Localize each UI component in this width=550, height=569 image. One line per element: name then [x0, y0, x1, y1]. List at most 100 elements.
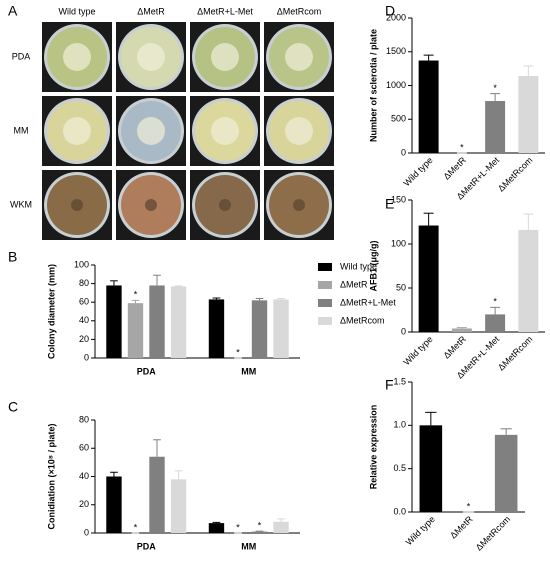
- significance: *: [236, 347, 240, 357]
- colony-center: [63, 43, 91, 71]
- legend-label: ΔMetR+L-Met: [340, 297, 396, 307]
- bar: [485, 314, 506, 332]
- y-tick-label: 0: [84, 352, 89, 362]
- column-header: Wild type: [58, 6, 95, 16]
- y-axis-title: AFB1 (μg/g): [368, 240, 378, 291]
- bar: [170, 286, 187, 358]
- legend-label: ΔMetR: [340, 279, 368, 289]
- panel-label: C: [8, 399, 18, 415]
- y-tick-label: 100: [391, 238, 406, 248]
- y-axis-title: Number of sclerotia / plate: [368, 29, 378, 142]
- panel-label: B: [8, 249, 17, 265]
- y-tick-label: 1500: [386, 46, 406, 56]
- colony-center: [71, 199, 83, 211]
- colony-center: [137, 117, 165, 145]
- colony-center: [211, 43, 239, 71]
- colony-center: [219, 199, 231, 211]
- y-tick-label: 20: [79, 499, 89, 509]
- colony-center: [137, 43, 165, 71]
- legend-swatch: [318, 299, 332, 307]
- bar: [149, 285, 165, 358]
- bar: [273, 299, 289, 358]
- y-tick-label: 1.5: [393, 376, 406, 386]
- x-tick-label: Wild type: [401, 155, 434, 188]
- x-tick-label: ΔMetR: [441, 334, 468, 361]
- y-axis-title: Conidiation (×10⁸ / plate): [46, 423, 56, 529]
- x-tick-label: Wild type: [404, 514, 437, 547]
- bar: [485, 101, 506, 153]
- legend-label: ΔMetRcom: [340, 315, 385, 325]
- y-tick-label: 20: [79, 334, 89, 344]
- y-tick-label: 0.0: [393, 506, 406, 516]
- significance: *: [493, 83, 497, 93]
- y-tick-label: 0: [84, 527, 89, 537]
- colony-center: [285, 43, 313, 71]
- bar: [149, 456, 165, 533]
- panel-label: E: [385, 196, 394, 212]
- y-tick-label: 100: [74, 259, 89, 269]
- bar: [518, 76, 539, 153]
- legend-swatch: [318, 317, 332, 325]
- bar: [208, 299, 225, 358]
- panel-label: D: [385, 3, 395, 19]
- colony-center: [293, 199, 305, 211]
- x-tick-label: Wild type: [401, 334, 434, 367]
- bar: [273, 521, 289, 533]
- bar: [106, 476, 122, 533]
- bar: [127, 303, 144, 358]
- significance: *: [134, 290, 138, 300]
- bar: [494, 434, 518, 512]
- bar: [106, 285, 122, 358]
- y-tick-label: 40: [79, 315, 89, 325]
- significance: *: [460, 142, 464, 152]
- y-tick-label: 1000: [386, 80, 406, 90]
- bar: [208, 523, 225, 533]
- x-tick-label: MM: [241, 366, 256, 376]
- significance: *: [134, 522, 138, 532]
- x-tick-label: PDA: [137, 366, 157, 376]
- y-tick-label: 1.0: [393, 420, 406, 430]
- x-tick-label: ΔMetRcom: [496, 155, 535, 194]
- y-tick-label: 50: [396, 282, 406, 292]
- y-tick-label: 80: [79, 414, 89, 424]
- legend-label: Wild type: [340, 261, 377, 271]
- panel-label: A: [8, 3, 18, 19]
- significance: *: [493, 297, 497, 307]
- bar: [251, 300, 268, 358]
- bar: [419, 425, 443, 512]
- y-axis-title: Colony diameter (mm): [46, 264, 56, 359]
- legend-swatch: [318, 263, 332, 271]
- panel-label: F: [385, 377, 394, 393]
- x-tick-label: ΔMetR: [448, 514, 475, 541]
- column-header: ΔMetR: [137, 6, 165, 16]
- colony-center: [145, 199, 157, 211]
- bar: [418, 225, 439, 332]
- y-tick-label: 40: [79, 471, 89, 481]
- column-header: ΔMetRcom: [277, 6, 322, 16]
- colony-center: [63, 117, 91, 145]
- significance: *: [258, 521, 262, 531]
- x-tick-label: MM: [241, 541, 256, 551]
- bar: [170, 479, 187, 533]
- legend-swatch: [318, 281, 332, 289]
- column-header: ΔMetR+L-Met: [197, 6, 253, 16]
- x-tick-label: ΔMetR: [441, 155, 468, 182]
- y-tick-label: 0: [401, 326, 406, 336]
- significance: *: [467, 501, 471, 511]
- y-tick-label: 80: [79, 278, 89, 288]
- colony-center: [211, 117, 239, 145]
- y-tick-label: 2000: [386, 12, 406, 22]
- colony-center: [285, 117, 313, 145]
- y-tick-label: 0.5: [393, 463, 406, 473]
- y-tick-label: 0: [401, 147, 406, 157]
- x-tick-label: PDA: [137, 541, 157, 551]
- y-tick-label: 60: [79, 443, 89, 453]
- row-label: MM: [14, 125, 29, 135]
- y-tick-label: 500: [391, 114, 406, 124]
- row-label: PDA: [12, 51, 31, 61]
- bar: [451, 328, 472, 332]
- significance: *: [236, 522, 240, 532]
- x-tick-label: ΔMetRcom: [474, 514, 513, 553]
- bar: [518, 229, 539, 332]
